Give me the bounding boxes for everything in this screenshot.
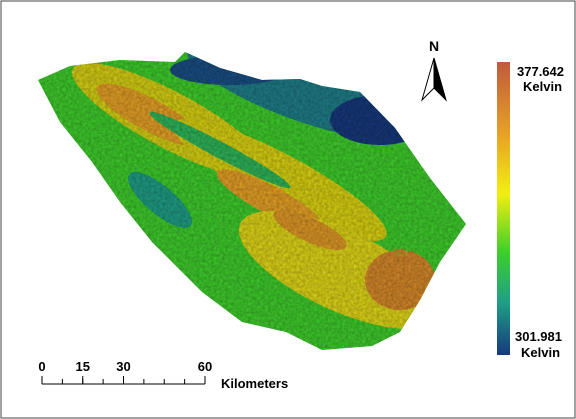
scale-tick-label: 0 [38, 359, 45, 374]
legend-max: 377.642 [517, 64, 564, 79]
legend-max-unit: Kelvin [523, 79, 562, 94]
legend-min: 301.981 [515, 329, 562, 344]
scale-tick-label: 30 [116, 359, 130, 374]
scale-unit: Kilometers [221, 376, 288, 391]
north-label: N [429, 38, 439, 54]
scale-tick-label: 15 [76, 359, 90, 374]
legend-ramp [497, 62, 510, 355]
legend-min-unit: Kelvin [521, 345, 560, 360]
map: N 377.642 Kelvin 301.981 Kelvin 0153060 … [0, 0, 576, 419]
scale-tick-label: 60 [198, 359, 212, 374]
